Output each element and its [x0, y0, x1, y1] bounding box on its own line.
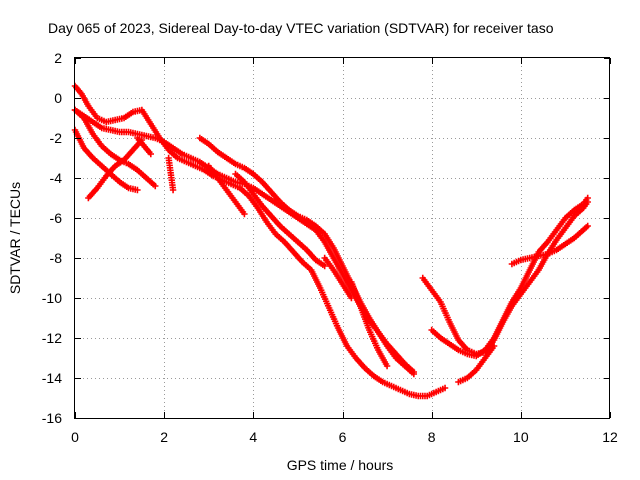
series-track-8	[196, 134, 418, 378]
data-marks	[71, 82, 591, 400]
y-axis-label: SDTVAR / TECUs	[7, 182, 23, 294]
series-track-2	[71, 106, 418, 376]
series-track-7	[165, 154, 177, 194]
data-point	[134, 186, 141, 194]
series-track-15	[508, 222, 591, 268]
data-point	[241, 210, 248, 218]
data-point	[584, 194, 591, 202]
y-tick-label: -12	[42, 330, 62, 346]
data-point	[383, 362, 391, 370]
series-track-6	[134, 134, 154, 158]
y-tick-label: -2	[50, 130, 63, 146]
x-tick-label: 4	[249, 429, 257, 445]
data-point	[147, 150, 154, 158]
x-tick-label: 10	[513, 429, 529, 445]
y-tick-label: -16	[42, 410, 62, 426]
data-point	[441, 384, 449, 392]
plot-frame	[74, 57, 610, 419]
series-track-3	[71, 126, 141, 194]
y-tick-label: -6	[50, 210, 63, 226]
series-track-16	[455, 342, 498, 386]
x-tick-label: 6	[339, 429, 347, 445]
series-track-11	[321, 254, 355, 302]
y-tick-label: -8	[50, 250, 63, 266]
x-axis-label: GPS time / hours	[287, 457, 394, 473]
x-tick-label: 2	[160, 429, 168, 445]
series-track-12	[348, 278, 391, 370]
data-point	[584, 222, 591, 230]
y-tick-label: -14	[42, 370, 62, 386]
series-track-10	[232, 170, 328, 270]
series-track-5	[71, 106, 159, 190]
data-point	[490, 342, 498, 350]
chart-title: Day 065 of 2023, Sidereal Day-to-day VTE…	[48, 20, 554, 36]
data-point	[169, 186, 177, 194]
y-tick-label: -10	[42, 290, 62, 306]
axis-ticks: 0 2 4 6 8 10 12 -16 -14 -12 -10 -8 -6 -4 -2 0 2	[42, 50, 618, 445]
y-tick-label: 2	[54, 50, 62, 66]
grid	[75, 58, 610, 418]
y-tick-label: 0	[54, 90, 62, 106]
data-point	[321, 262, 328, 270]
x-tick-label: 0	[71, 429, 79, 445]
data-point	[410, 370, 418, 378]
data-point	[152, 182, 159, 190]
series-track-9	[205, 162, 248, 218]
data-point	[348, 294, 355, 302]
x-tick-label: 12	[602, 429, 618, 445]
x-tick-label: 8	[428, 429, 436, 445]
y-tick-label: -4	[50, 170, 63, 186]
series-track-14	[428, 194, 591, 360]
